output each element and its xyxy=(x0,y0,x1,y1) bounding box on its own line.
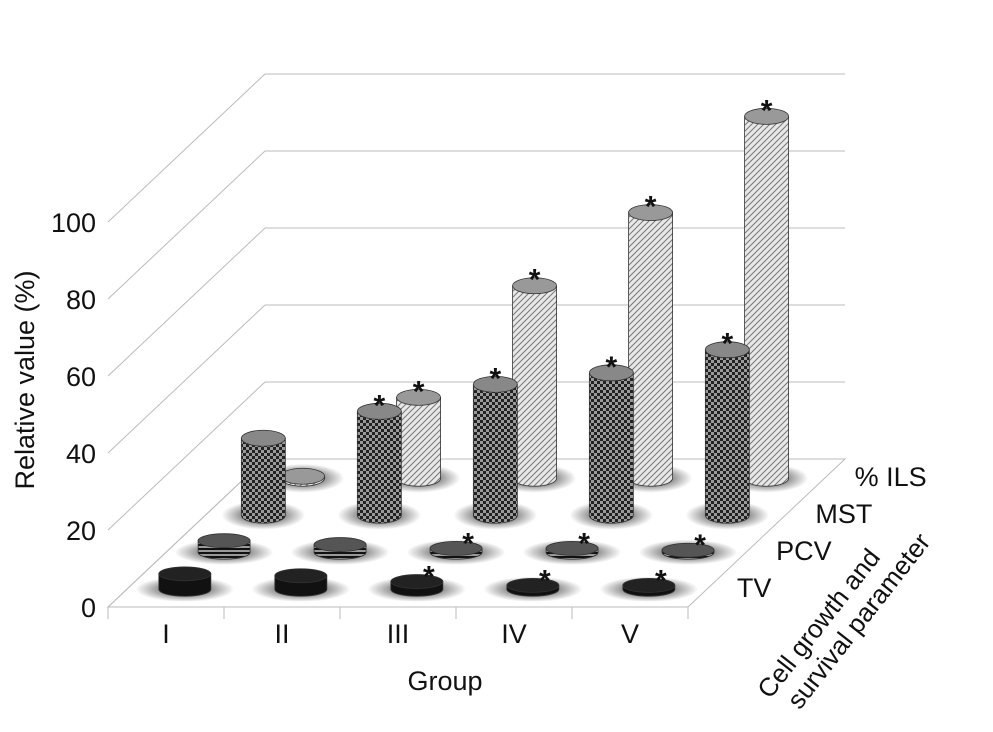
bar-top xyxy=(280,467,325,485)
significance-asterisk: * xyxy=(694,529,706,562)
significance-asterisk: * xyxy=(413,375,425,408)
y-tick-label: 40 xyxy=(66,439,96,469)
x-tick-label: V xyxy=(621,619,639,649)
significance-asterisk: * xyxy=(605,351,617,384)
x-axis-title: Group xyxy=(407,666,482,696)
x-tick-labels: I II III IV V xyxy=(107,607,689,649)
significance-asterisk: * xyxy=(578,527,590,560)
bar-top xyxy=(628,204,673,221)
significance-asterisk: * xyxy=(539,564,551,597)
bar-top xyxy=(472,375,518,393)
y-tick-label: 80 xyxy=(66,285,96,315)
y-tick-label: 100 xyxy=(51,208,96,238)
significance-asterisk: * xyxy=(645,191,657,224)
significance-asterisk: * xyxy=(462,527,474,560)
bar-body xyxy=(356,410,402,524)
bar-top xyxy=(588,364,634,382)
y-axis-title: Relative value (%) xyxy=(10,270,40,489)
y-tick-label: 60 xyxy=(66,362,96,392)
bar-pcv xyxy=(174,533,274,565)
bar-mst: * xyxy=(453,362,538,530)
bars: * * * * * * * * * * * * * * xyxy=(135,94,809,602)
series-label: % ILS xyxy=(855,462,927,492)
significance-asterisk: * xyxy=(489,362,501,395)
bar-top xyxy=(512,277,557,295)
bar-mst: * xyxy=(685,328,770,530)
left-wall-gridline xyxy=(107,227,266,377)
significance-asterisk: * xyxy=(529,264,541,297)
bar-body xyxy=(744,115,789,487)
bar-top xyxy=(356,402,402,420)
bar-pcv: * xyxy=(638,529,738,565)
left-wall-gridline xyxy=(107,458,266,608)
significance-asterisk: * xyxy=(761,94,773,127)
bar-body xyxy=(628,212,673,487)
bar-tv: * xyxy=(367,561,467,602)
bar-top xyxy=(704,341,750,359)
bar-mst: * xyxy=(569,351,654,530)
bar-top xyxy=(158,566,212,582)
bar-top xyxy=(313,537,367,552)
bar-top xyxy=(506,577,560,593)
series-label: MST xyxy=(815,499,872,529)
left-wall-gridline xyxy=(107,381,266,531)
bar-body xyxy=(588,372,634,524)
bar-body xyxy=(240,437,286,524)
y-tick-label: 0 xyxy=(81,593,96,623)
significance-asterisk: * xyxy=(721,328,733,361)
y-tick-label: 20 xyxy=(66,516,96,546)
bar-tv xyxy=(135,566,235,602)
bar-top xyxy=(661,542,715,558)
bar-tv: * xyxy=(483,564,583,602)
left-wall-gridline xyxy=(107,150,266,300)
bar-body xyxy=(472,383,518,524)
bar-top xyxy=(396,388,441,406)
bar-tv xyxy=(251,568,351,602)
bar-top xyxy=(390,574,444,589)
series-label: PCV xyxy=(776,536,832,566)
left-wall-gridline xyxy=(107,304,266,454)
significance-asterisk: * xyxy=(423,561,435,594)
y-tick-labels: 0 20 40 60 80 100 xyxy=(51,208,96,623)
bar-body xyxy=(512,285,557,487)
bar-body xyxy=(704,349,750,524)
x-tick-label: II xyxy=(274,619,289,649)
bar-top xyxy=(545,540,599,556)
bar-tv: * xyxy=(599,564,699,602)
x-tick-label: IV xyxy=(501,619,527,649)
significance-asterisk: * xyxy=(655,564,667,597)
bar-top xyxy=(622,577,676,593)
bar-pcv: * xyxy=(406,527,506,565)
bar-top xyxy=(274,568,328,584)
bar-top xyxy=(744,107,789,125)
left-wall-gridline xyxy=(107,73,266,223)
series-label: TV xyxy=(737,573,772,603)
bar-mst xyxy=(221,429,306,530)
significance-asterisk: * xyxy=(373,389,385,422)
bar-top xyxy=(197,533,251,549)
bar-top xyxy=(429,540,483,556)
bar-mst: * xyxy=(337,389,422,530)
bar-pcv: * xyxy=(522,527,622,565)
x-tick-label: III xyxy=(387,619,410,649)
bar-top xyxy=(240,429,286,447)
bar-body xyxy=(396,396,441,487)
x-tick-label: I xyxy=(162,619,170,649)
bar-pcv xyxy=(290,537,390,565)
